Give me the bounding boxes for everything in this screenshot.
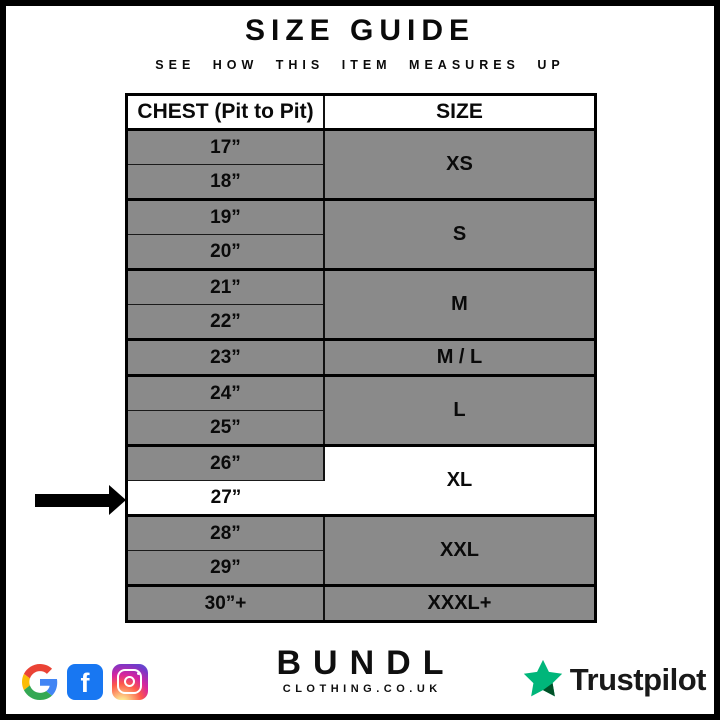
instagram-icon[interactable] (112, 664, 148, 700)
size-cell-xs: XS (324, 128, 596, 200)
facebook-icon[interactable]: f (67, 664, 103, 700)
size-cell-xl-highlighted: XL (324, 444, 596, 516)
chest-cell-28: 28” (126, 514, 325, 551)
table-row-highlighted: 27” (126, 480, 596, 516)
table-header-row: CHEST (Pit to Pit) SIZE (126, 94, 596, 131)
chest-cell-20: 20” (126, 234, 325, 270)
chest-cell-26: 26” (126, 444, 325, 481)
size-cell-s: S (324, 198, 596, 270)
social-icons-row: f (22, 664, 148, 700)
table-row: 23” M / L (126, 338, 596, 376)
chest-cell-29: 29” (126, 550, 325, 586)
instagram-camera-frame (117, 669, 142, 694)
size-column-header: SIZE (324, 94, 596, 131)
size-cell-m-l: M / L (324, 338, 596, 376)
chest-cell-17: 17” (126, 128, 325, 165)
table-row: 21” M (126, 268, 596, 340)
size-cell-l: L (324, 374, 596, 446)
chest-cell-30plus: 30”+ (126, 584, 325, 622)
trustpilot-star-icon (523, 659, 562, 697)
size-cell-xxxlplus: XXXL+ (324, 584, 596, 622)
chest-cell-22: 22” (126, 304, 325, 340)
brand-name: BUNDL (276, 644, 456, 682)
chest-cell-19: 19” (126, 198, 325, 235)
table-row: 29” (126, 550, 596, 586)
brand-domain: CLOTHING.CO.UK (282, 683, 442, 695)
chest-cell-21: 21” (126, 268, 325, 305)
chest-column-header: CHEST (Pit to Pit) (126, 94, 325, 131)
table-row: 17” XS (126, 128, 596, 200)
chest-cell-23: 23” (126, 338, 325, 376)
chest-cell-27-highlighted: 27” (126, 480, 324, 516)
highlight-arrow-icon (35, 494, 109, 507)
size-cell-m: M (324, 268, 596, 340)
table-row: 28” XXL (126, 514, 596, 586)
page-subtitle: SEE HOW THIS ITEM MEASURES UP (155, 58, 565, 72)
chest-cell-18: 18” (126, 164, 325, 200)
chest-cell-24: 24” (126, 374, 325, 411)
size-guide-table: CHEST (Pit to Pit) SIZE 17” XS 18” 19” S… (125, 93, 597, 623)
table-row: 22” (126, 304, 596, 340)
size-cell-xxl: XXL (324, 514, 596, 586)
google-icon[interactable] (22, 664, 58, 700)
table-row: 26” XL (126, 444, 596, 516)
table-row: 25” (126, 410, 596, 446)
table-row: 24” L (126, 374, 596, 446)
table-row: 19” S (126, 198, 596, 270)
table-row: 18” (126, 164, 596, 200)
instagram-camera-lens (124, 676, 135, 687)
highlight-arrow-head-icon (109, 485, 126, 515)
table-row: 30”+ XXXL+ (126, 584, 596, 622)
brand-logo: BUNDL CLOTHING.CO.UK (6, 646, 714, 695)
chest-cell-25: 25” (126, 410, 325, 446)
trustpilot-wordmark: Trustpilot (569, 662, 707, 697)
page-title: SIZE GUIDE (244, 14, 476, 47)
trustpilot-logo[interactable]: Trustpilot (521, 658, 707, 702)
table-row: 20” (126, 234, 596, 270)
instagram-camera-flash-dot (137, 672, 140, 675)
